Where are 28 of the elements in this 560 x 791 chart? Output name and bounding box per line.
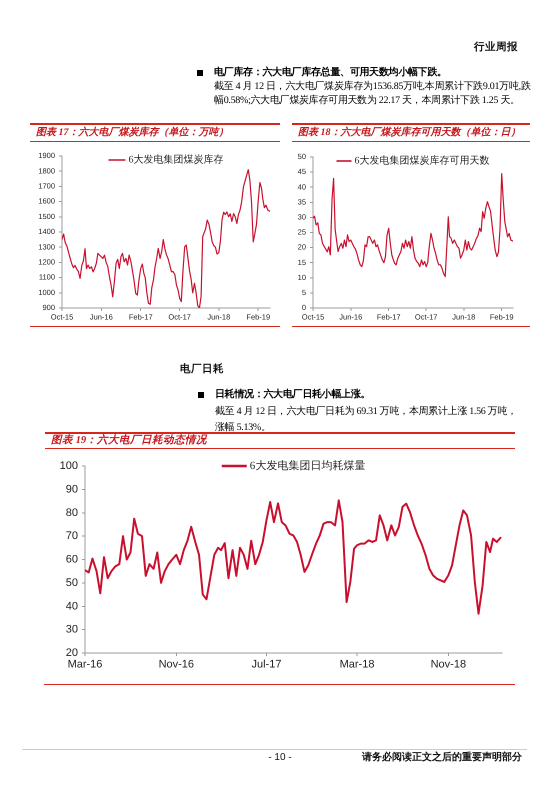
legend-label: 6大发电集团日均耗煤量 <box>250 458 366 472</box>
y-tick-label: 40 <box>66 600 78 612</box>
x-tick-label: Nov-18 <box>430 658 466 671</box>
y-tick-label: 50 <box>66 576 78 589</box>
chart-title: 图表 17：六大电厂煤炭库存（单位：万吨） <box>36 125 228 140</box>
chart-title: 图表 19：六大电厂日耗动态情况 <box>51 433 208 448</box>
legend-label: 6大发电集团煤炭库存 <box>128 154 224 166</box>
text: 请务必阅读正文之后的重要声明部分 <box>362 752 522 764</box>
y-tick-label: 100 <box>60 460 78 472</box>
chart-title: 图表 18：六大电厂煤炭库存可用天数（单位：日） <box>298 125 520 140</box>
text: 行业周报 <box>474 41 518 54</box>
legend-label: 6大发电集团煤炭库存可用天数 <box>354 154 490 167</box>
x-tick-label: Mar-16 <box>68 658 102 671</box>
x-tick-label: Mar-18 <box>340 658 374 671</box>
y-tick-label: 80 <box>66 506 78 519</box>
y-tick-label: 70 <box>66 530 78 542</box>
y-tick-label: 90 <box>66 483 78 496</box>
y-tick-label: 20 <box>66 647 78 660</box>
x-tick-label: Nov-16 <box>158 658 194 671</box>
text: 电厂库存：六大电厂库存总量、可用天数均小幅下跌。 <box>214 67 447 78</box>
y-tick-label: 60 <box>66 554 78 566</box>
text: 日耗情况：六大电厂日耗小幅上涨。 <box>215 389 370 400</box>
text: 截至 4 月 12 日，六大电厂煤炭库存为1536.85万吨,本周累计下跌9.01万吨,跌幅0.58%;六大电厂煤炭库存可用天数为 22.17 天，本周累计下跌 1.25 天。 <box>214 81 531 106</box>
x-tick-label: Jul-17 <box>252 658 282 671</box>
y-tick-label: 30 <box>66 624 78 636</box>
text: 电厂日耗 <box>180 362 224 376</box>
text: - 10 - <box>268 752 292 764</box>
text: 截至 4 月 12 日，六大电厂日耗为 69.31 万吨，本周累计上涨 1.56 万吨，涨幅 5.13%。 <box>215 406 517 434</box>
